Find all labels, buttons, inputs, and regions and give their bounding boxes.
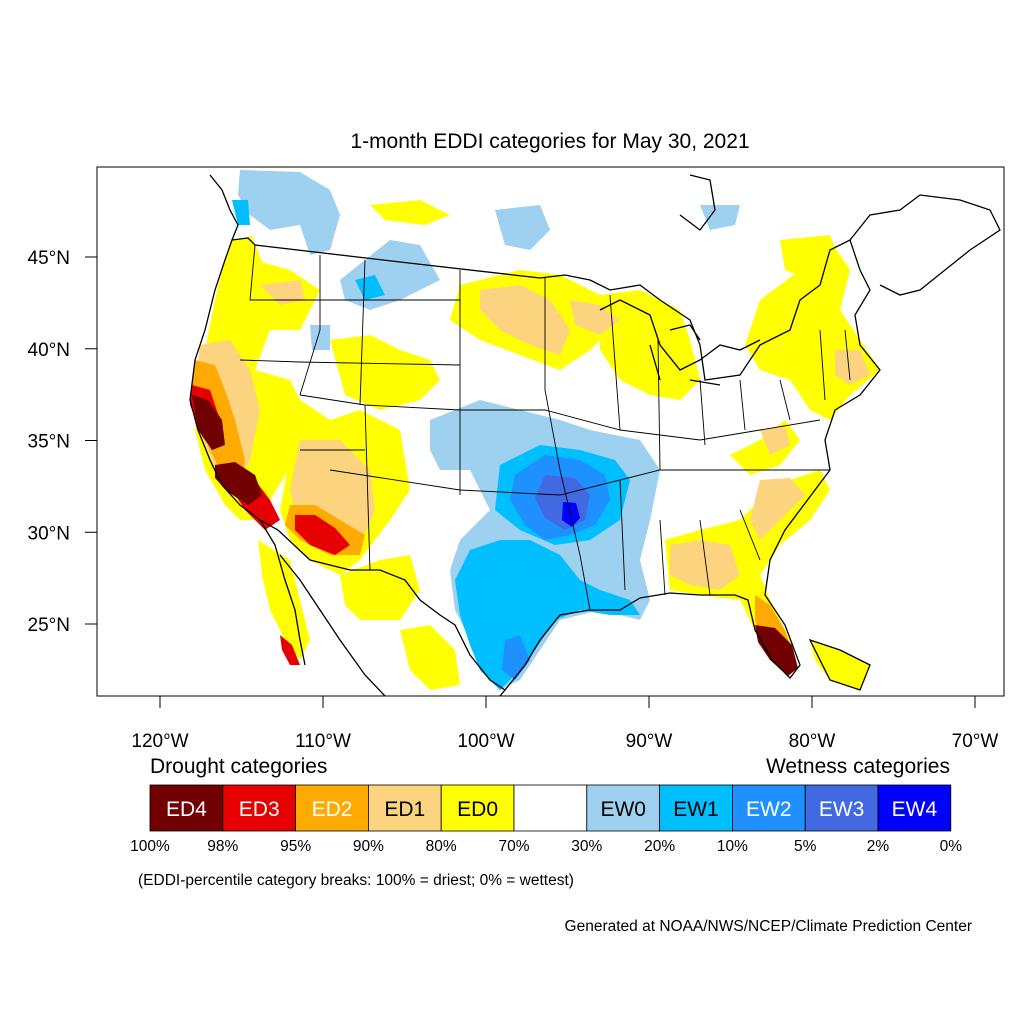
- wetness-categories-label: Wetness categories: [765, 755, 950, 778]
- legend-category-label: EW0: [600, 798, 646, 821]
- region-ed0-baja: [258, 540, 310, 660]
- region-ed1-carolinas: [750, 478, 805, 540]
- map-frame: [96, 166, 1005, 697]
- legend-swatch: [367, 784, 442, 832]
- region-ed4-socal: [215, 462, 262, 505]
- legend-swatch: [732, 784, 806, 832]
- region-ew0-utah: [310, 325, 330, 350]
- legend-category-label: EW3: [819, 798, 865, 821]
- cuba: [808, 638, 871, 691]
- legend-swatch: [513, 784, 588, 832]
- us-outline: [189, 237, 881, 691]
- eddi-map: 45°N 40°N 35°N 30°N 25°N 120°W 110°W 100°W 90°W…: [28, 166, 1005, 752]
- map-title: 1-month EDDI categories for May 30, 2021: [350, 130, 750, 153]
- mexico-gulf: [499, 689, 506, 696]
- legend-swatch: [440, 784, 515, 832]
- legend-swatch: [586, 784, 660, 832]
- lat-tick-label: 35°N: [28, 432, 70, 453]
- lat-tick-label: 30°N: [28, 523, 70, 544]
- legend-break-label: 90%: [353, 838, 384, 855]
- legend-category-label: EW4: [892, 798, 938, 821]
- legend-category-label: ED2: [312, 798, 353, 821]
- legend-swatch: [295, 784, 369, 832]
- legend-swatch: [659, 784, 733, 832]
- lat-tick-label: 40°N: [28, 340, 70, 361]
- latitude-axis: 45°N 40°N 35°N 30°N 25°N: [28, 248, 97, 636]
- region-ed0-texas-south: [400, 625, 460, 690]
- lat-tick-label: 45°N: [28, 248, 70, 269]
- region-ed0-rockies: [330, 335, 440, 410]
- region-ed0-appalachia: [730, 420, 800, 475]
- legend-break-label: 0%: [940, 838, 963, 855]
- legend-category-label: ED1: [384, 798, 425, 821]
- region-ed0-texas-west: [340, 555, 420, 620]
- legend-break-label: 20%: [644, 838, 675, 855]
- baja: [259, 519, 386, 696]
- legend-break-label: 2%: [867, 838, 890, 855]
- legend-break-label: 95%: [280, 838, 311, 855]
- region-ew1-wa: [232, 200, 250, 225]
- region-ed1-oregon: [260, 280, 305, 305]
- region-ew0-plains: [430, 400, 660, 690]
- legend-category-label: EW1: [673, 798, 719, 821]
- category-breaks-note: (EDDI-percentile category breaks: 100% =…: [138, 872, 574, 889]
- region-ed0-cuba: [810, 640, 870, 690]
- region-ed1-minnesota: [570, 300, 620, 335]
- region-ed1-newengland: [835, 350, 870, 385]
- region-ed4-norcal: [192, 395, 225, 450]
- region-ed4-florida: [755, 625, 798, 676]
- drought-categories-label: Drought categories: [150, 755, 328, 778]
- legend-swatch: [149, 784, 224, 832]
- legend-break-label: 98%: [207, 838, 238, 855]
- lon-tick-label: 110°W: [295, 731, 351, 752]
- canada-coast: [209, 174, 239, 241]
- legend-break-label: 10%: [717, 838, 748, 855]
- legend-category-label: EW2: [746, 798, 792, 821]
- legend-swatch: [804, 784, 879, 832]
- region-ed3-baja: [280, 635, 300, 665]
- lon-tick-label: 80°W: [789, 731, 836, 752]
- lon-tick-label: 100°W: [457, 731, 514, 752]
- region-ed1-gulf: [670, 540, 740, 590]
- region-ew0-quebec: [700, 205, 740, 230]
- legend-category-label: ED4: [166, 798, 207, 821]
- legend-break-label: 100%: [130, 838, 170, 855]
- legend-break-label: 70%: [498, 838, 529, 855]
- legend-swatch: [222, 784, 297, 832]
- boundaries: [189, 174, 1001, 696]
- legend-swatch: [877, 784, 952, 832]
- region-ew0-idaho: [340, 240, 440, 310]
- region-ed1-virginia: [760, 425, 790, 455]
- longitude-axis: 120°W 110°W 100°W 90°W 80°W 70°W: [131, 696, 998, 752]
- hudson-coast: [679, 174, 716, 231]
- region-ed1-dakotas: [480, 285, 570, 355]
- legend-break-label: 80%: [426, 838, 457, 855]
- region-ew4-core: [562, 502, 580, 527]
- category-fills: [190, 170, 880, 690]
- region-ed0-southeast: [665, 470, 830, 670]
- region-ew2-texas: [502, 635, 530, 680]
- legend-category-label: ED3: [239, 798, 280, 821]
- region-ed3-arizona: [295, 515, 350, 555]
- region-ew0-wisconsin: [495, 205, 550, 250]
- region-ew1-south: [455, 540, 640, 690]
- region-ew1-rockies: [355, 275, 385, 300]
- legend-break-label: 30%: [571, 838, 602, 855]
- lat-tick-label: 25°N: [28, 615, 70, 636]
- state-lines: [239, 244, 851, 611]
- lon-tick-label: 120°W: [131, 731, 188, 752]
- atlantic-canada: [849, 194, 1001, 296]
- lon-tick-label: 90°W: [626, 731, 673, 752]
- great-lakes: [599, 299, 761, 386]
- legend-category-label: ED0: [457, 798, 498, 821]
- legend-break-label: 5%: [794, 838, 817, 855]
- region-ew0-pnw: [238, 170, 340, 255]
- generated-credit: Generated at NOAA/NWS/NCEP/Climate Predi…: [564, 918, 972, 935]
- lon-tick-label: 70°W: [952, 731, 999, 752]
- region-ed0-montana: [370, 200, 450, 225]
